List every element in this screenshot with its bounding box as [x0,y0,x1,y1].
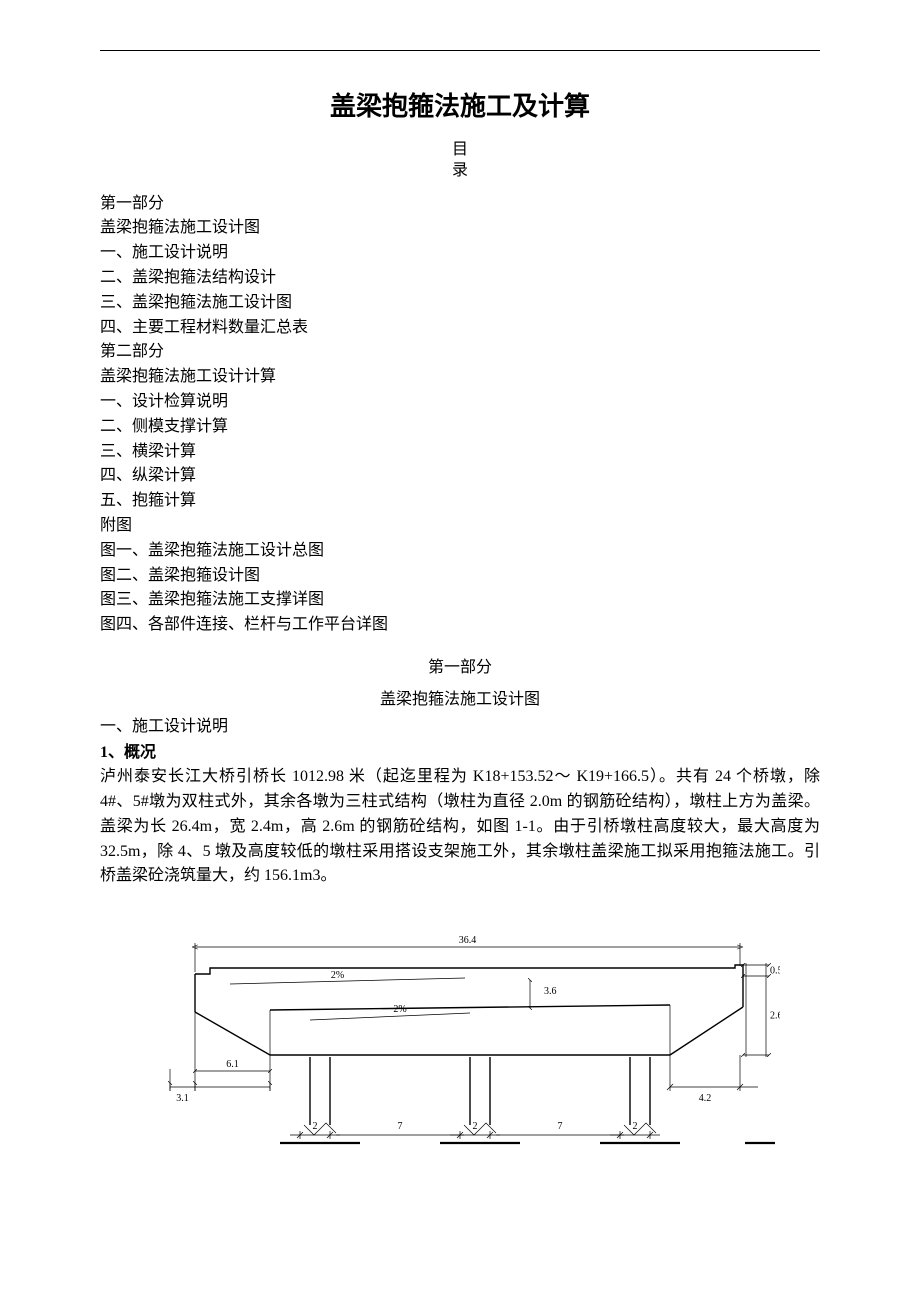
svg-text:3.1: 3.1 [176,1093,189,1104]
toc-item: 一、施工设计说明 [100,241,820,266]
section-part-title: 盖梁抱箍法施工设计图 [100,688,820,712]
top-horizontal-rule [100,50,820,51]
toc-item: 三、盖梁抱箍法施工设计图 [100,291,820,316]
toc-heading: 目 录 [100,140,820,182]
section-part-label: 第一部分 [100,656,820,680]
figure-beam-elevation: 2% 2% 3.6 36.4 0.5 2.6 3.1 6.1 4.2 2 2 2 7 7 [100,915,820,1165]
svg-text:4.2: 4.2 [699,1093,712,1104]
toc-item: 一、设计检算说明 [100,390,820,415]
toc-item: 四、主要工程材料数量汇总表 [100,316,820,341]
svg-text:7: 7 [558,1121,563,1132]
toc-item: 附图 [100,514,820,539]
toc-item: 盖梁抱箍法施工设计图 [100,216,820,241]
svg-text:0.5: 0.5 [770,966,780,977]
toc-item: 图一、盖梁抱箍法施工设计总图 [100,539,820,564]
beam-elevation-svg: 2% 2% 3.6 36.4 0.5 2.6 3.1 6.1 4.2 2 2 2 7 7 [140,915,780,1165]
toc-heading-char-1: 目 [100,140,820,161]
svg-text:36.4: 36.4 [459,935,477,946]
svg-text:2%: 2% [331,970,344,981]
svg-text:2.6: 2.6 [770,1011,780,1022]
svg-text:2: 2 [313,1121,318,1132]
svg-text:7: 7 [398,1121,403,1132]
toc-item: 第一部分 [100,192,820,217]
svg-text:2%: 2% [393,1004,406,1015]
table-of-contents: 第一部分 盖梁抱箍法施工设计图 一、施工设计说明 二、盖梁抱箍法结构设计 三、盖… [100,192,820,638]
section-heading-2: 1、概况 [100,740,820,766]
toc-item: 图二、盖梁抱箍设计图 [100,564,820,589]
toc-item: 盖梁抱箍法施工设计计算 [100,365,820,390]
toc-item: 五、抱箍计算 [100,489,820,514]
toc-item: 四、纵梁计算 [100,464,820,489]
overview-paragraph: 泸州泰安长江大桥引桥长 1012.98 米（起迄里程为 K18+153.52～ … [100,765,820,889]
svg-text:2: 2 [633,1121,638,1132]
svg-text:2: 2 [473,1121,478,1132]
toc-item: 二、盖梁抱箍法结构设计 [100,266,820,291]
toc-item: 图三、盖梁抱箍法施工支撑详图 [100,588,820,613]
toc-item: 第二部分 [100,340,820,365]
toc-item: 三、横梁计算 [100,440,820,465]
svg-text:3.6: 3.6 [544,986,557,997]
toc-item: 二、侧模支撑计算 [100,415,820,440]
document-title: 盖梁抱箍法施工及计算 [100,87,820,126]
section-heading-1: 一、施工设计说明 [100,714,820,740]
toc-item: 图四、各部件连接、栏杆与工作平台详图 [100,613,820,638]
svg-text:6.1: 6.1 [226,1059,239,1070]
toc-heading-char-2: 录 [100,161,820,182]
